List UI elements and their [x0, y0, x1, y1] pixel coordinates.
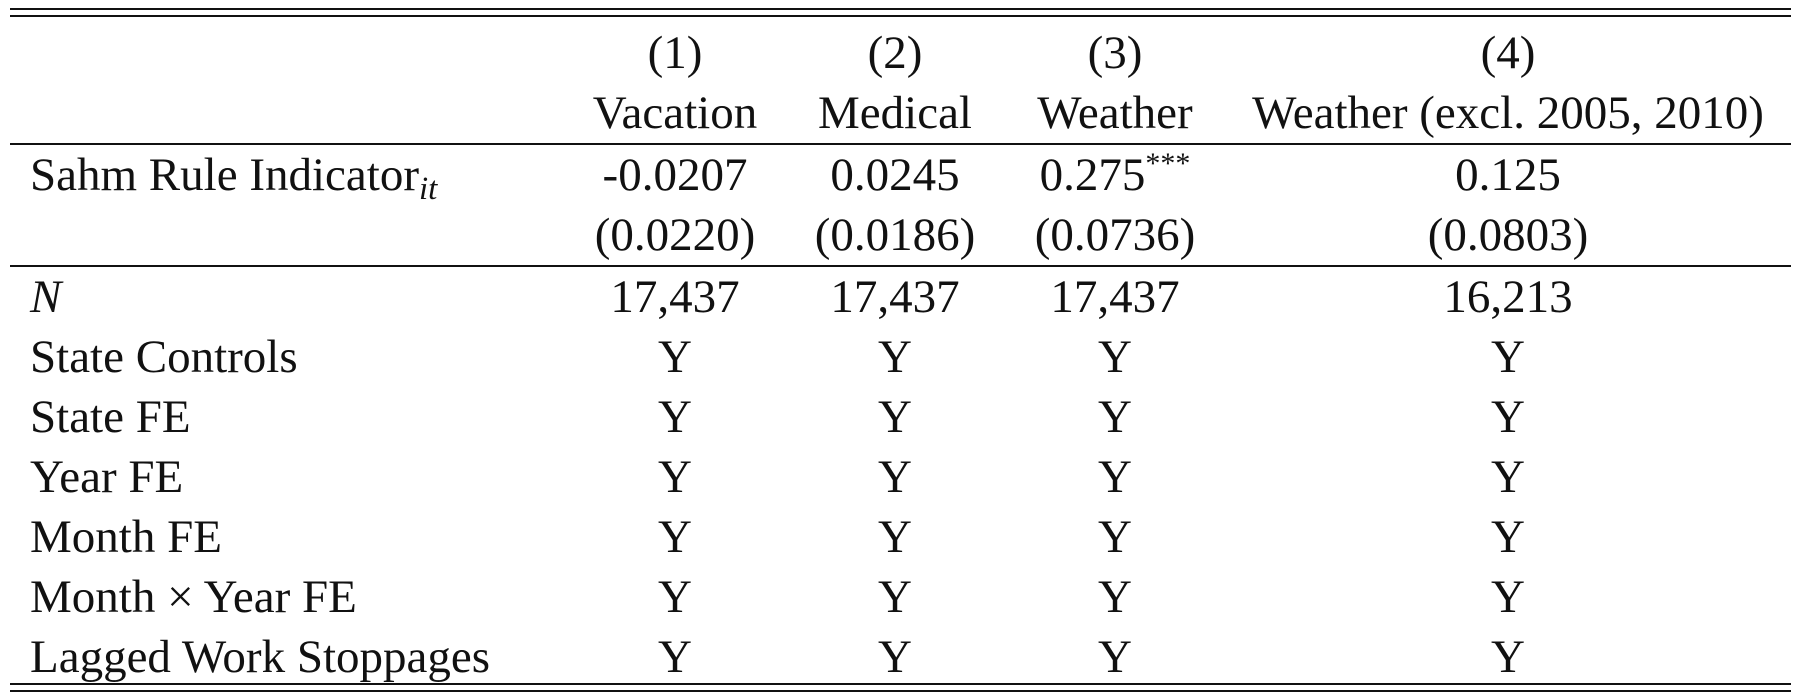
- standard-error-cell: (0.0220): [594, 209, 756, 261]
- control-cell: Y: [658, 331, 692, 383]
- column-title: Medical: [818, 87, 972, 139]
- column-number-row: (1) (2) (3) (4): [10, 23, 1791, 83]
- row-label: Month FE: [30, 511, 222, 563]
- coefficient-value: 0.275: [1039, 149, 1146, 201]
- column-number: (4): [1480, 27, 1536, 79]
- top-rule-outer: [10, 8, 1791, 10]
- coefficient-row: Sahm Rule Indicatorit -0.0207 0.0245 0.2…: [10, 144, 1791, 207]
- standard-error-row: (0.0220) (0.0186) (0.0736) (0.0803): [10, 205, 1791, 266]
- control-row: Year FE Y Y Y Y: [10, 447, 1791, 507]
- standard-error-cell: (0.0186): [814, 209, 976, 261]
- header-blank-cell: [10, 23, 565, 83]
- top-rule-inner: [10, 15, 1791, 17]
- row-label: N: [30, 271, 62, 323]
- regression-table: (1) (2) (3) (4) Vacation Medical Weather…: [10, 23, 1791, 687]
- coefficient-value: 0.125: [1455, 149, 1561, 201]
- control-cell: Y: [878, 631, 912, 683]
- column-title: Vacation: [592, 87, 758, 139]
- row-label-subscript: it: [418, 171, 438, 207]
- column-number: (1): [647, 27, 703, 79]
- control-cell: Y: [1491, 451, 1525, 503]
- control-cell: Y: [1098, 511, 1132, 563]
- observations-cell: 17,437: [1050, 271, 1180, 323]
- control-cell: Y: [1491, 391, 1525, 443]
- control-cell: Y: [878, 571, 912, 623]
- control-cell: Y: [658, 511, 692, 563]
- row-label: Year FE: [30, 451, 184, 503]
- control-cell: Y: [1491, 511, 1525, 563]
- control-cell: Y: [1098, 631, 1132, 683]
- control-row: State FE Y Y Y Y: [10, 387, 1791, 447]
- observations-row: N 17,437 17,437 17,437 16,213: [10, 266, 1791, 327]
- row-label: [10, 205, 565, 266]
- control-cell: Y: [1098, 451, 1132, 503]
- control-row: State Controls Y Y Y Y: [10, 327, 1791, 387]
- row-label: Sahm Rule Indicatorit: [10, 144, 565, 207]
- row-label: Lagged Work Stoppages: [30, 631, 491, 683]
- column-number: (2): [867, 27, 923, 79]
- control-cell: Y: [1098, 391, 1132, 443]
- observations-cell: 17,437: [610, 271, 740, 323]
- coefficient-cell: 0.275***: [1005, 144, 1225, 205]
- control-cell: Y: [1491, 571, 1525, 623]
- standard-error-cell: (0.0803): [1427, 209, 1589, 261]
- bottom-rule-outer: [10, 690, 1791, 692]
- control-row: Lagged Work Stoppages Y Y Y Y: [10, 627, 1791, 687]
- control-cell: Y: [878, 391, 912, 443]
- row-label: State FE: [30, 391, 191, 443]
- column-title: Weather (excl. 2005, 2010): [1252, 87, 1764, 139]
- coefficient-cell: 0.125: [1225, 144, 1791, 205]
- control-cell: Y: [658, 571, 692, 623]
- column-number: (3): [1087, 27, 1143, 79]
- control-cell: Y: [878, 511, 912, 563]
- control-cell: Y: [878, 451, 912, 503]
- significance-stars: ***: [1145, 147, 1191, 180]
- header-blank-cell: [10, 83, 565, 144]
- bottom-rule-inner: [10, 683, 1791, 685]
- standard-error-cell: (0.0736): [1034, 209, 1196, 261]
- control-cell: Y: [878, 331, 912, 383]
- coefficient-value: -0.0207: [602, 149, 748, 201]
- column-title-row: Vacation Medical Weather Weather (excl. …: [10, 83, 1791, 144]
- column-title: Weather: [1037, 87, 1193, 139]
- coefficient-value: 0.0245: [830, 149, 960, 201]
- control-cell: Y: [658, 391, 692, 443]
- control-cell: Y: [1098, 571, 1132, 623]
- observations-cell: 17,437: [830, 271, 960, 323]
- control-cell: Y: [1098, 331, 1132, 383]
- control-cell: Y: [1491, 631, 1525, 683]
- control-cell: Y: [658, 451, 692, 503]
- control-row: Month × Year FE Y Y Y Y: [10, 567, 1791, 627]
- row-label-text: Sahm Rule Indicator: [30, 149, 419, 201]
- control-row: Month FE Y Y Y Y: [10, 507, 1791, 567]
- row-label: State Controls: [30, 331, 298, 383]
- row-label: Month × Year FE: [30, 571, 357, 623]
- observations-cell: 16,213: [1443, 271, 1573, 323]
- control-cell: Y: [658, 631, 692, 683]
- coefficient-cell: -0.0207: [565, 144, 785, 205]
- coefficient-cell: 0.0245: [785, 144, 1005, 205]
- control-cell: Y: [1491, 331, 1525, 383]
